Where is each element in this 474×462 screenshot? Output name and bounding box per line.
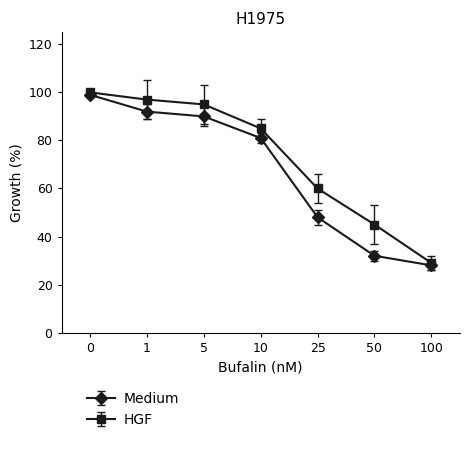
X-axis label: Bufalin (nM): Bufalin (nM): [219, 360, 303, 374]
Y-axis label: Growth (%): Growth (%): [9, 143, 23, 222]
Title: H1975: H1975: [236, 12, 286, 27]
Legend: Medium, HGF: Medium, HGF: [82, 387, 184, 433]
